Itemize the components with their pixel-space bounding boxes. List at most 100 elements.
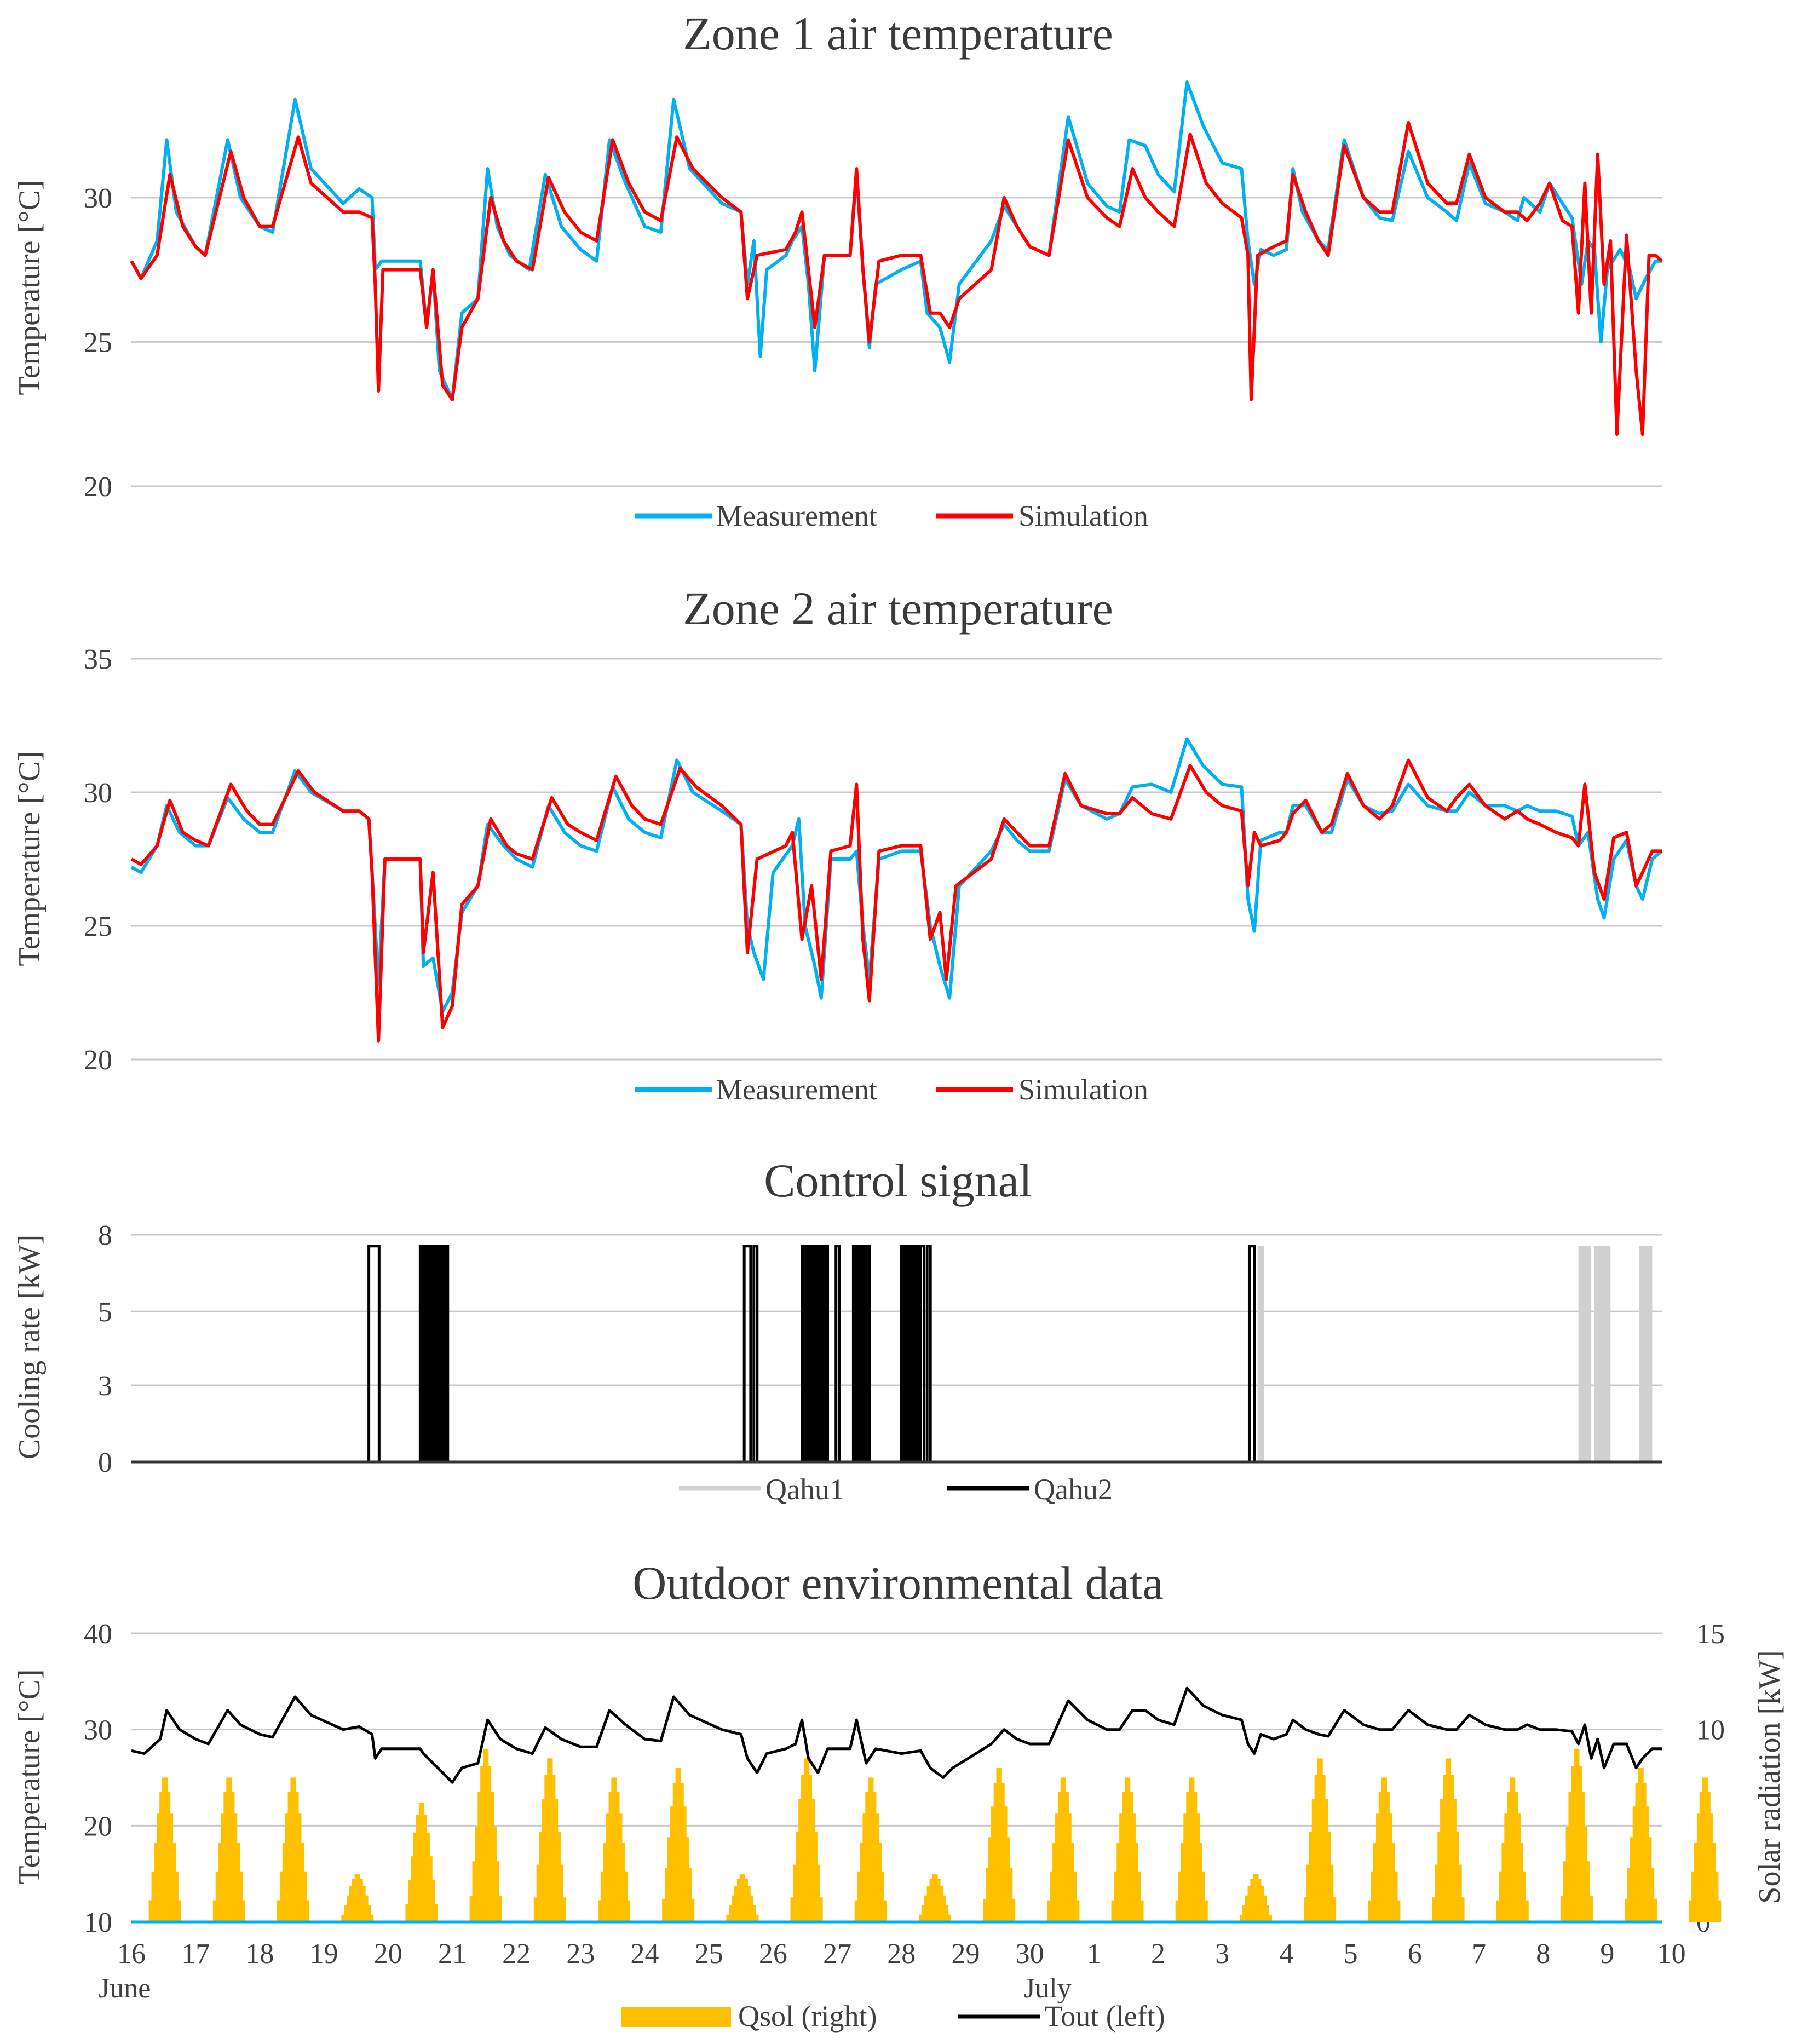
y-tick-label: 8 — [98, 1220, 112, 1251]
qsol-bar — [424, 1814, 427, 1922]
qsol-bar — [1440, 1799, 1443, 1922]
qsol-bar — [1181, 1843, 1184, 1922]
legend-qsol-label: Qsol (right) — [738, 2000, 877, 2033]
qsol-bar — [1116, 1843, 1120, 1922]
qahu2-pulse — [925, 1245, 932, 1464]
qsol-bar — [1141, 1900, 1144, 1922]
qsol-bar — [619, 1813, 623, 1922]
qsol-bar — [346, 1895, 350, 1922]
qsol-bar — [988, 1837, 992, 1922]
x-tick-label: 9 — [1600, 1938, 1614, 1970]
qsol-bar — [881, 1871, 884, 1922]
x-tick-label: 8 — [1536, 1938, 1550, 1970]
qsol-bar — [354, 1874, 358, 1922]
qsol-bar — [242, 1900, 245, 1922]
qsol-bar — [665, 1868, 668, 1922]
y-tick-label: 20 — [84, 1045, 112, 1076]
qsol-bar — [667, 1837, 671, 1922]
qsol-bar — [1432, 1897, 1435, 1922]
x-tick-label: 4 — [1279, 1938, 1293, 1970]
qsol-bar — [1395, 1871, 1398, 1922]
qsol-bar — [1375, 1813, 1379, 1922]
qsol-bar — [1579, 1766, 1582, 1922]
qsol-bar — [1707, 1792, 1711, 1922]
qahu2-pulse — [1247, 1245, 1256, 1464]
qsol-bar — [1199, 1843, 1203, 1922]
qsol-bar — [801, 1775, 804, 1922]
qsol-bar — [750, 1895, 753, 1922]
control-y-tick-labels: 0 3 5 8 — [98, 1220, 112, 1478]
qsol-bar — [1063, 1777, 1066, 1922]
qsol-bar — [1386, 1792, 1390, 1922]
qsol-bar — [547, 1758, 550, 1922]
qsol-bar — [175, 1871, 179, 1922]
x-tick-label: 2 — [1151, 1938, 1165, 1970]
qsol-bar — [1325, 1799, 1328, 1922]
qsol-bar — [606, 1813, 609, 1922]
qsol-bar — [1119, 1813, 1122, 1922]
qsol-bar — [1435, 1864, 1438, 1922]
qsol-bar — [1202, 1871, 1205, 1922]
qsol-bar — [747, 1886, 751, 1922]
qsol-bar — [1691, 1871, 1695, 1922]
qsol-bar — [1643, 1783, 1647, 1922]
qsol-bar — [172, 1843, 176, 1922]
qsol-bar — [1702, 1777, 1706, 1922]
qsol-bar — [544, 1775, 548, 1922]
qsol-bar — [1256, 1874, 1259, 1922]
qsol-bar — [1333, 1897, 1337, 1922]
zone2-title: Zone 2 air temperature — [683, 582, 1113, 635]
qsol-bar — [499, 1896, 502, 1922]
qsol-bar — [876, 1813, 879, 1922]
qsol-bar — [1654, 1898, 1657, 1922]
qsol-bar — [1077, 1900, 1080, 1922]
y-tick-label: 20 — [84, 471, 112, 503]
zone1-legend: Measurement Simulation — [635, 499, 1148, 532]
qsol-bar — [1260, 1886, 1264, 1922]
qsol-bar — [1630, 1837, 1633, 1922]
qsol-bar — [857, 1871, 861, 1922]
control-ylabel: Cooling rate [kW] — [13, 1235, 47, 1460]
qahu2-pulse — [834, 1245, 841, 1464]
qsol-bar — [932, 1874, 935, 1922]
qsol-bar — [1378, 1792, 1382, 1922]
x-tick-label: 23 — [566, 1938, 595, 1970]
qsol-bar — [1009, 1868, 1013, 1922]
qsol-bar — [1437, 1832, 1441, 1922]
qsol-bar — [1239, 1914, 1243, 1922]
legend-measurement-label: Measurement — [716, 499, 877, 532]
qsol-bar — [1397, 1900, 1401, 1922]
qsol-bars — [148, 1748, 1722, 1922]
zone2-legend: Measurement Simulation — [635, 1073, 1148, 1106]
qsol-bar — [1512, 1777, 1516, 1922]
qsol-bar — [1590, 1896, 1593, 1922]
qahu2-pulse — [418, 1245, 450, 1464]
qsol-bar — [162, 1777, 165, 1922]
qsol-bar — [1320, 1758, 1323, 1922]
qsol-bar — [1689, 1900, 1692, 1922]
qsol-bar — [341, 1914, 344, 1922]
qsol-bar — [306, 1900, 310, 1922]
zone2-chart: Zone 2 air temperature Temperature [°C] … — [13, 582, 1663, 1106]
qahu1-pulse — [1639, 1246, 1653, 1462]
qsol-bar — [536, 1864, 540, 1922]
qsol-bar — [555, 1799, 559, 1922]
outdoor-ylabel-left: Temperature [°C] — [13, 1669, 47, 1884]
qsol-bar — [1560, 1896, 1564, 1922]
month-label-july: July — [1024, 1973, 1072, 2004]
simulation-line — [130, 120, 1663, 436]
qsol-bar — [798, 1799, 802, 1922]
qsol-bar — [1563, 1861, 1567, 1922]
qsol-bar — [1507, 1792, 1510, 1922]
qsol-bar — [167, 1792, 171, 1922]
qsol-bar — [1718, 1900, 1722, 1922]
qsol-bar — [557, 1832, 561, 1922]
qsol-bar — [475, 1827, 478, 1922]
qahu2-pulse — [801, 1245, 830, 1464]
qsol-bar — [405, 1904, 408, 1922]
qsol-bar — [1311, 1799, 1315, 1922]
qsol-bar — [298, 1813, 302, 1922]
qsol-bar — [1632, 1806, 1636, 1922]
qsol-bar — [734, 1886, 738, 1922]
qahu2-pulse — [919, 1245, 925, 1464]
